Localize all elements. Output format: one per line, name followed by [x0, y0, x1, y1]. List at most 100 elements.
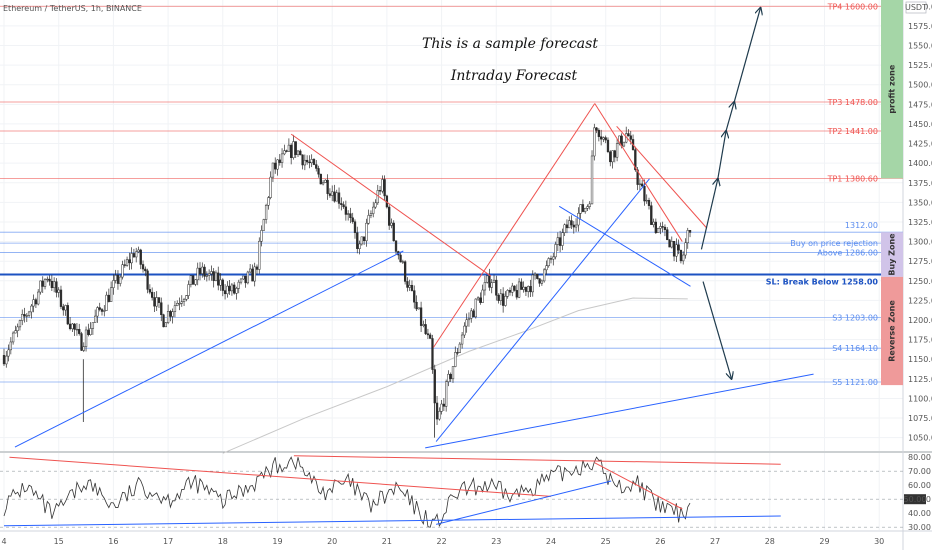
rsi-trendline[interactable]: [293, 455, 781, 465]
candle: [574, 218, 578, 232]
trendline[interactable]: [14, 250, 404, 448]
candle: [417, 307, 420, 310]
candle: [429, 332, 432, 339]
candle: [520, 278, 523, 290]
candle: [369, 210, 373, 219]
candle: [447, 370, 450, 387]
candle: [180, 295, 183, 307]
candle: [659, 222, 662, 235]
price-tick-label: 1225.00: [908, 296, 932, 305]
candle: [381, 175, 384, 194]
price-tick-label: 1325.00: [908, 218, 932, 227]
candle: [540, 279, 544, 286]
candle: [212, 268, 215, 288]
candle: [419, 301, 423, 332]
candle: [597, 128, 601, 142]
zone-label: Buy Zone: [888, 233, 897, 276]
candle: [538, 278, 541, 287]
candle: [219, 273, 222, 291]
candle: [347, 210, 350, 221]
candle: [565, 219, 569, 234]
candle: [315, 160, 318, 172]
candle: [121, 260, 124, 280]
currency-badge[interactable]: [905, 1, 927, 14]
trendline[interactable]: [290, 133, 492, 277]
candle: [258, 237, 261, 274]
candle: [497, 293, 500, 304]
candle: [682, 251, 685, 265]
candle: [285, 149, 288, 153]
candle: [522, 281, 525, 293]
time-axis[interactable]: 4 15 16 17 18 19 20 21 22 23 24 25 26 27 28 29 30: [1, 537, 884, 546]
candle: [465, 313, 468, 333]
candle: [615, 138, 619, 162]
candle: [176, 300, 179, 307]
forecast-arrows: [700, 8, 760, 379]
trendline[interactable]: [435, 178, 650, 442]
candle: [508, 287, 512, 296]
candle: [563, 223, 566, 237]
candle: [558, 230, 562, 253]
rsi-tick-label: 30.00: [908, 523, 931, 532]
candle: [173, 300, 177, 318]
candle: [399, 251, 402, 263]
candle: [403, 260, 407, 285]
candle: [66, 302, 69, 326]
price-tick-label: 1125.00: [908, 375, 932, 384]
candle: [73, 323, 76, 336]
trendlines[interactable]: [14, 103, 814, 449]
trendline[interactable]: [594, 103, 683, 242]
time-tick-label: 4: [1, 537, 6, 546]
candle: [654, 218, 657, 235]
candle: [568, 216, 571, 229]
price-axis[interactable]: 1050.00 1075.00 1100.00 1125.00 1150.00 1175.…: [905, 1, 932, 443]
candle: [52, 277, 56, 293]
rsi-trendline[interactable]: [3, 515, 781, 527]
candle: [561, 228, 564, 251]
candle: [554, 241, 557, 260]
candle: [210, 265, 213, 281]
candle: [627, 129, 630, 137]
candle: [119, 275, 122, 287]
candle: [230, 283, 234, 296]
trendline[interactable]: [425, 373, 814, 449]
forecast-arrow: [717, 131, 726, 179]
candle: [321, 180, 325, 186]
candle: [383, 175, 386, 201]
candle: [609, 150, 612, 167]
trendline[interactable]: [432, 103, 596, 348]
candle: [194, 279, 197, 287]
candle: [201, 262, 204, 278]
price-tick-label: 1350.00: [908, 198, 932, 207]
buy-zone-band: [881, 232, 903, 277]
candle: [239, 278, 243, 285]
rsi-trendline[interactable]: [436, 480, 612, 525]
candle: [267, 196, 270, 210]
candle: [135, 247, 138, 263]
price-tick-label: 1525.00: [908, 61, 932, 70]
candle: [299, 149, 302, 156]
trendline[interactable]: [558, 205, 691, 287]
candle: [223, 284, 227, 300]
candle: [34, 297, 38, 308]
rsi-trendline[interactable]: [9, 456, 552, 497]
trendline[interactable]: [616, 125, 708, 229]
candle: [57, 287, 60, 298]
time-tick-label: 25: [601, 537, 611, 546]
candle: [294, 141, 297, 159]
candle: [677, 239, 680, 255]
annotation-sample-forecast: This is a sample forecast: [422, 36, 598, 52]
candle: [274, 157, 277, 174]
candle: [255, 264, 259, 275]
rsi-trendline[interactable]: [594, 462, 683, 510]
candle: [492, 274, 496, 283]
reverse-zone-band: [881, 276, 903, 386]
candle: [479, 292, 482, 305]
candle: [415, 295, 418, 311]
candle: [451, 366, 455, 383]
candle: [14, 325, 17, 334]
candle: [577, 207, 580, 232]
candle: [5, 350, 8, 368]
